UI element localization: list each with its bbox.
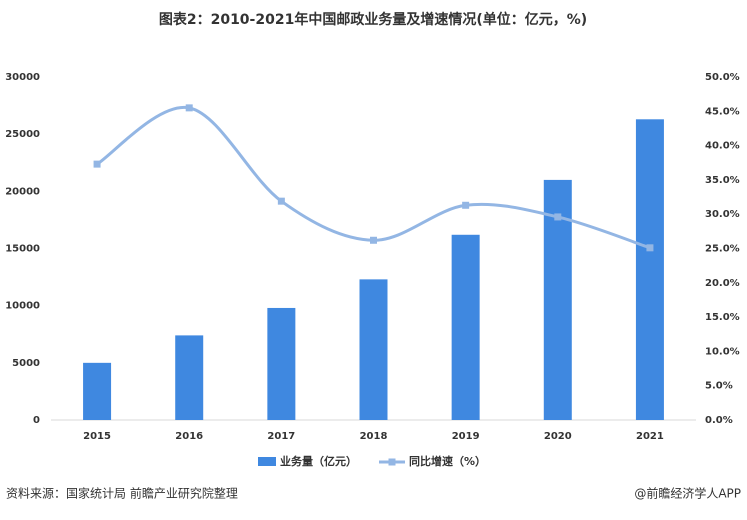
x-tick-label: 2019 [452, 431, 480, 442]
legend-swatch [388, 458, 396, 466]
y-tick-label: 5000 [12, 358, 40, 369]
line-marker [462, 201, 470, 209]
y2-tick-label: 30.0% [705, 209, 740, 220]
bar [267, 307, 296, 420]
x-tick-label: 2015 [83, 431, 111, 442]
chart-title: 图表2：2010-2021年中国邮政业务量及增速情况(单位：亿元，%) [159, 11, 587, 28]
bar [451, 234, 480, 420]
bar [635, 119, 664, 420]
line-marker [370, 236, 377, 244]
y2-tick-label: 10.0% [705, 346, 740, 357]
y2-tick-label: 25.0% [705, 244, 740, 255]
y2-tick-label: 5.0% [705, 381, 733, 392]
y-tick-label: 25000 [5, 129, 40, 140]
bar [83, 362, 112, 420]
y2-tick-label: 45.0% [705, 106, 740, 117]
y2-tick-label: 20.0% [705, 278, 740, 289]
y-tick-label: 15000 [5, 244, 40, 255]
line-marker [277, 197, 285, 205]
line-marker [646, 244, 654, 252]
y-tick-label: 10000 [5, 301, 40, 312]
y2-tick-label: 40.0% [705, 141, 740, 152]
y2-tick-label: 35.0% [705, 175, 740, 186]
credit: @前瞻经济学人APP [634, 486, 741, 501]
legend-label: 同比增速（%） [409, 454, 486, 468]
line-marker [93, 160, 101, 168]
y2-tick-label: 15.0% [705, 312, 740, 323]
y2-tick-label: 0.0% [705, 415, 733, 426]
line-marker [185, 104, 193, 112]
y-tick-label: 20000 [5, 186, 40, 197]
x-tick-label: 2021 [636, 431, 664, 442]
y-tick-label: 0 [33, 415, 40, 426]
legend-swatch [258, 457, 276, 466]
x-tick-label: 2016 [175, 431, 203, 442]
x-tick-label: 2018 [360, 431, 388, 442]
line-marker [554, 213, 562, 221]
legend-label: 业务量（亿元） [280, 454, 357, 468]
y2-tick-label: 50.0% [705, 72, 740, 83]
source-note: 资料来源：国家统计局 前瞻产业研究院整理 [6, 486, 238, 501]
bar [175, 335, 204, 420]
bar [359, 279, 388, 420]
y-tick-label: 30000 [5, 72, 40, 83]
x-tick-label: 2020 [544, 431, 572, 442]
x-tick-label: 2017 [267, 431, 295, 442]
